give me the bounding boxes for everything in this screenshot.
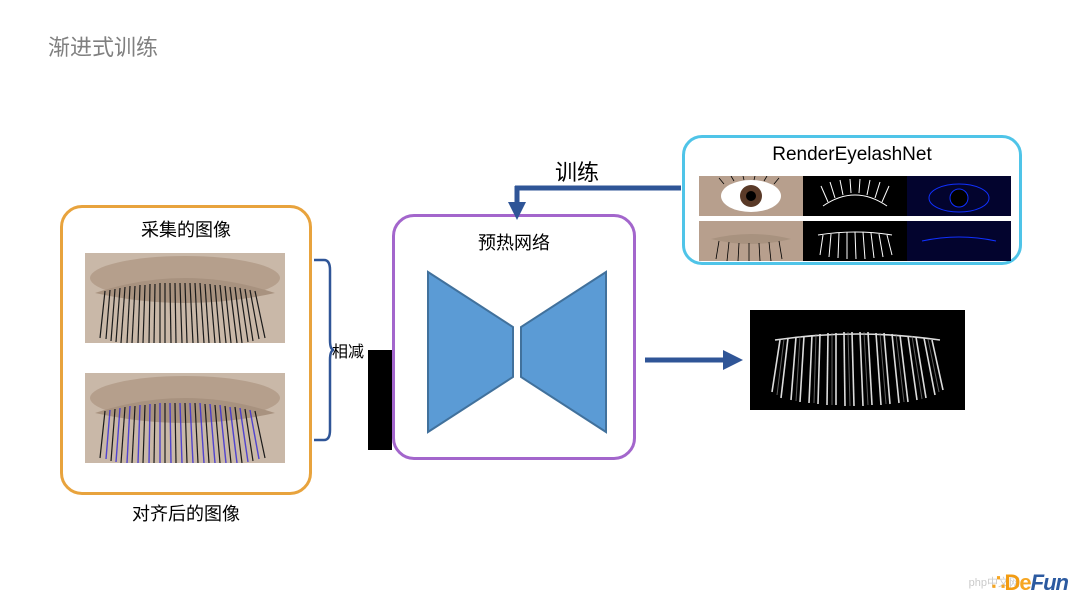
render-cell-eye-open	[699, 176, 803, 221]
render-cell-blue-closed	[907, 221, 1011, 266]
render-strip	[699, 176, 1011, 256]
page-title: 渐进式训练	[48, 30, 158, 62]
hourglass-icon	[423, 267, 611, 437]
input-label-bottom: 对齐后的图像	[60, 500, 312, 526]
input-label-top: 采集的图像	[63, 216, 309, 242]
subtract-label: 相减	[332, 338, 364, 362]
input-images-box: 采集的图像	[60, 205, 312, 495]
arrow-net-to-output	[645, 345, 745, 375]
arrow-render-to-net	[505, 178, 685, 223]
render-cell-eye-closed	[699, 221, 803, 266]
output-eyelash-mask	[750, 310, 965, 410]
bracket-icon	[312, 255, 334, 445]
network-label: 预热网络	[395, 229, 633, 255]
render-eyelash-box: RenderEyelashNet	[682, 135, 1022, 265]
datafun-watermark: ∴DeFun	[992, 570, 1068, 596]
subtract-block	[368, 350, 392, 450]
render-label: RenderEyelashNet	[685, 144, 1019, 166]
network-box: 预热网络	[392, 214, 636, 460]
render-cell-blue-open	[907, 176, 1011, 221]
captured-eye-image	[85, 253, 285, 343]
render-cell-mask-closed	[803, 221, 907, 266]
render-cell-mask-open	[803, 176, 907, 221]
aligned-eye-image	[85, 373, 285, 463]
